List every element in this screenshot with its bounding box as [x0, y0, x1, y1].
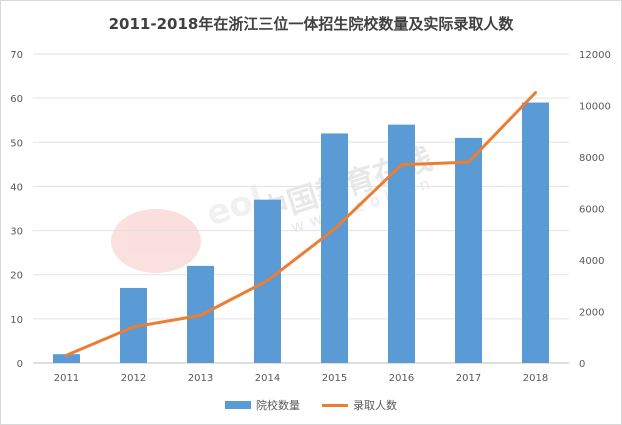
chart-title: 2011-2018年在浙江三位一体招生院校数量及实际录取人数 — [108, 15, 514, 33]
x-tick-label: 2018 — [523, 373, 548, 384]
bar — [321, 133, 348, 363]
legend-label-bar: 院校数量 — [256, 399, 300, 412]
y-left-tick-label: 40 — [10, 182, 23, 193]
bar — [522, 102, 549, 364]
y-right-tick-label: 8000 — [579, 153, 604, 164]
x-tick-label: 2016 — [389, 373, 414, 384]
bar — [455, 137, 482, 363]
bar — [388, 124, 415, 363]
legend-item-line: 录取人数 — [322, 397, 397, 413]
y-left-tick-label: 50 — [10, 138, 23, 149]
y-left-tick-label: 20 — [10, 271, 23, 282]
x-tick-label: 2011 — [54, 373, 79, 384]
line-point — [468, 161, 469, 163]
line-point — [267, 280, 268, 282]
y-left-tick-label: 30 — [10, 227, 23, 238]
line-point — [401, 164, 402, 166]
line-point — [66, 354, 67, 356]
line-series — [65, 91, 537, 357]
y-right-tick-label: 10000 — [579, 102, 611, 113]
legend-item-bar: 院校数量 — [225, 397, 300, 413]
legend: 院校数量 录取人数 — [1, 397, 621, 413]
x-tick-label: 2014 — [255, 373, 280, 384]
x-tick-label: 2017 — [456, 373, 481, 384]
y-left-tick-label: 60 — [10, 94, 23, 105]
x-tick-label: 2012 — [121, 373, 146, 384]
y-left-tick-label: 10 — [10, 315, 23, 326]
y-right-tick-label: 4000 — [579, 256, 604, 267]
y-right-tick-label: 6000 — [579, 205, 604, 216]
line-point — [334, 228, 335, 230]
y-right-tick-label: 12000 — [579, 50, 611, 61]
x-tick-label: 2015 — [322, 373, 347, 384]
y-right-tick-label: 2000 — [579, 308, 604, 319]
legend-label-line: 录取人数 — [353, 399, 397, 412]
line-point — [200, 314, 201, 316]
y-left-tick-label: 70 — [10, 50, 23, 61]
line-point — [133, 326, 134, 328]
y-right-tick-label: 0 — [579, 359, 585, 370]
watermark-logo-mark — [111, 209, 201, 273]
line-point — [535, 92, 536, 94]
y-left-tick-label: 0 — [17, 359, 23, 370]
bar — [53, 354, 80, 363]
x-tick-label: 2013 — [188, 373, 213, 384]
legend-swatch-bar — [225, 401, 251, 409]
legend-swatch-line — [322, 403, 348, 407]
